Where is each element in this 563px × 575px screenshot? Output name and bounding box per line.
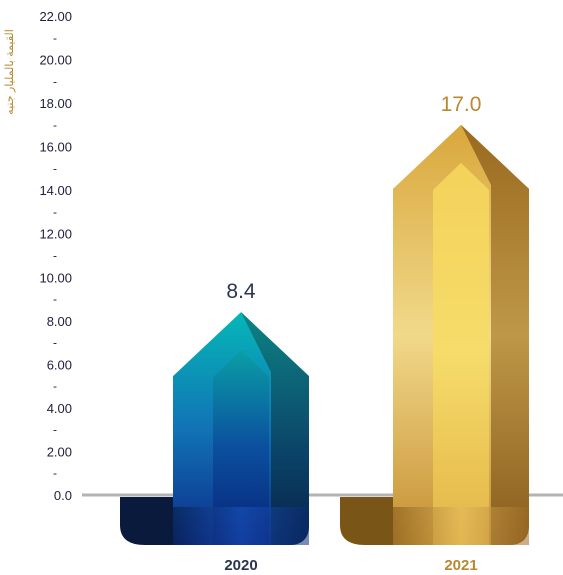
- bar-base: [393, 507, 529, 545]
- y-tick-label: 6.00: [47, 357, 72, 372]
- y-tick-label: 4.00: [47, 401, 72, 416]
- bar-tail: [340, 497, 393, 545]
- y-tick-label: 16.00: [39, 140, 72, 155]
- y-tick-label: 12.00: [39, 227, 72, 242]
- y-tick-mark: -: [53, 31, 57, 45]
- y-tick-label: 20.00: [39, 53, 72, 68]
- bar-2020: 8.4 2020: [120, 280, 309, 574]
- y-tick-label: 18.00: [39, 96, 72, 111]
- y-tick-mark: -: [53, 205, 57, 219]
- y-axis-ticks: 0.0 - 2.00 - 4.00 - 6.00 - 8.00 - 10.00 - 12.00 - 14.0…: [39, 9, 72, 503]
- bar-base: [173, 507, 309, 545]
- y-tick-mark: -: [53, 74, 57, 88]
- bar-shade: [241, 312, 309, 545]
- bar-tail: [120, 497, 173, 545]
- x-tick-label: 2021: [444, 557, 477, 574]
- bar-value-label: 17.0: [441, 93, 482, 116]
- y-tick-mark: -: [53, 466, 57, 480]
- bar-value-label: 8.4: [226, 280, 256, 303]
- y-tick-mark: -: [53, 292, 57, 306]
- y-tick-mark: -: [53, 423, 57, 437]
- y-tick-label: 22.00: [39, 9, 72, 24]
- y-tick-label: 8.00: [47, 314, 72, 329]
- bar-inner-panel: [433, 162, 489, 545]
- y-tick-label: 2.00: [47, 444, 72, 459]
- y-tick-mark: -: [53, 161, 57, 175]
- y-tick-label: 0.0: [54, 488, 72, 503]
- bar-inner-panel: [213, 350, 269, 545]
- bar-2021: 17.0 2021: [340, 93, 529, 574]
- y-tick-mark: -: [53, 249, 57, 263]
- y-tick-mark: -: [53, 118, 57, 132]
- y-tick-mark: -: [53, 336, 57, 350]
- y-tick-label: 10.00: [39, 270, 72, 285]
- bar-shade: [461, 124, 529, 545]
- bars: 8.4 2020 17.0 2021: [120, 93, 529, 574]
- y-axis-label: القيمة بالمليار جنيه: [3, 29, 16, 115]
- y-tick-label: 14.00: [39, 183, 72, 198]
- y-tick-mark: -: [53, 379, 57, 393]
- x-tick-label: 2020: [224, 557, 257, 574]
